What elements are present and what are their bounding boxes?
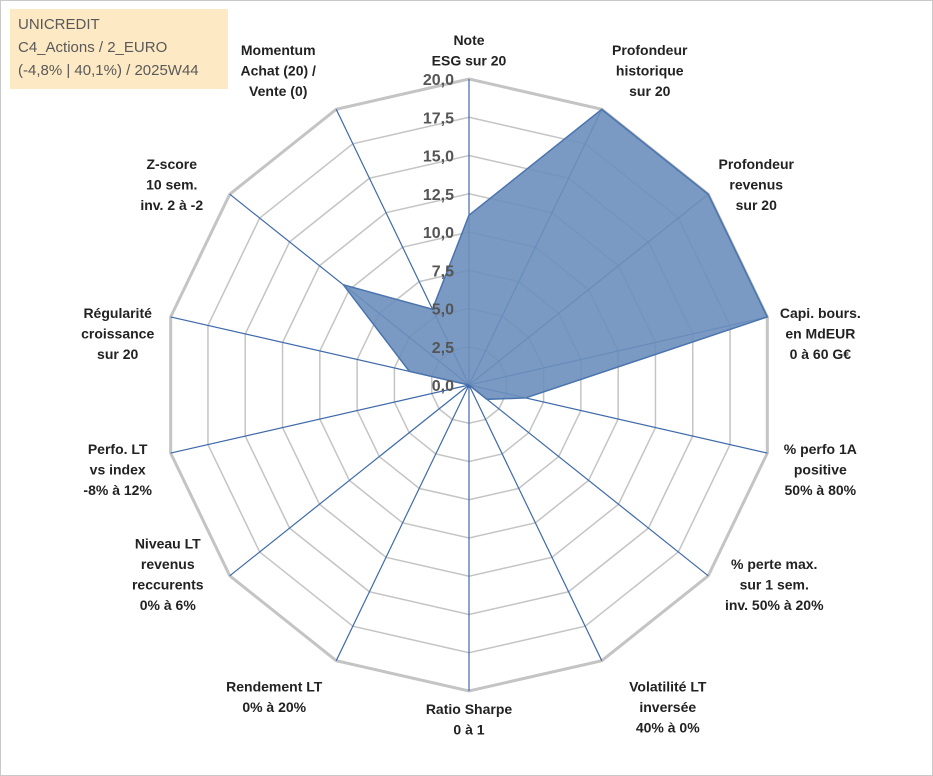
axis-label-line: 40% à 0% (636, 720, 700, 736)
axis-label-line: Profondeur (719, 156, 795, 172)
axis-label-line: 0 à 60 G€ (790, 346, 852, 362)
axis-label-line: Volatilité LT (629, 679, 707, 695)
axis-label-line: reccurents (132, 576, 204, 592)
axis-spoke (229, 384, 470, 577)
axis-spoke (468, 384, 709, 577)
axis-label: Z-score 10 sem. inv. 2 à -2 (140, 156, 203, 213)
tick-label: 5,0 (432, 302, 454, 319)
axis-label-line: Z-score (146, 156, 197, 172)
axis-label-line: revenus (141, 556, 195, 572)
tick-label: 20,0 (423, 72, 454, 89)
axis-label: Profondeur historique sur 20 (612, 42, 688, 99)
axis-label: Note ESG sur 20 (432, 32, 507, 69)
axis-label-line: 0 à 1 (453, 722, 484, 738)
axis-label-line: % perfo 1A (784, 441, 857, 457)
axis-label-line: Ratio Sharpe (426, 701, 513, 717)
axis-label: Niveau LT revenus reccurents 0% à 6% (132, 535, 204, 613)
axis-label: Momentum Achat (20) / Vente (0) (240, 42, 316, 99)
axis-label-line: 0% à 20% (242, 699, 306, 715)
label-layer: Note ESG sur 20 Profondeur historique sur 20… (81, 32, 861, 738)
axis-label-line: Perfo. LT (88, 441, 148, 457)
axis-label: Régularité croissance sur 20 (81, 305, 154, 362)
axis-label: Capi. bours. en MdEUR 0 à 60 G€ (780, 305, 861, 362)
axis-label-line: Niveau LT (135, 535, 201, 551)
series-layer (341, 108, 769, 401)
axis-label-line: Rendement LT (226, 679, 323, 695)
axis-spoke (170, 384, 470, 454)
category-label: C4_Actions / 2_EURO (18, 39, 168, 56)
axis-label-line: revenus (729, 177, 783, 193)
axis-label-line: inversée (639, 699, 696, 715)
tick-label: 2,5 (432, 340, 454, 357)
axis-label: Perfo. LT vs index -8% à 12% (83, 441, 152, 498)
axis-spoke (335, 384, 470, 661)
axis-label-line: sur 1 sem. (740, 576, 809, 592)
axis-label: Volatilité LT inversée 40% à 0% (629, 679, 707, 736)
axis-label: Profondeur revenus sur 20 (719, 156, 795, 213)
axis-label-line: inv. 2 à -2 (140, 197, 203, 213)
tick-label: 15,0 (423, 149, 454, 166)
axis-label-line: historique (616, 62, 684, 78)
axis-label-line: croissance (81, 325, 154, 341)
axis-label-line: sur 20 (736, 197, 777, 213)
axis-label-line: Note (453, 32, 484, 48)
axis-label-line: -8% à 12% (83, 482, 152, 498)
axis-label-line: ESG sur 20 (432, 53, 507, 69)
axis-label-line: Capi. bours. (780, 305, 861, 321)
axis-label-line: Profondeur (612, 42, 688, 58)
axis-label-line: 50% à 80% (785, 482, 857, 498)
axis-label-line: vs index (90, 462, 146, 478)
axis-label: Ratio Sharpe 0 à 1 (426, 701, 513, 738)
info-box: UNICREDIT C4_Actions / 2_EURO (-4,8% | 4… (10, 9, 228, 89)
axis-label-line: sur 20 (97, 346, 138, 362)
series-area (341, 108, 769, 401)
axis-label: % perte max. sur 1 sem. inv. 50% à 20% (725, 556, 824, 613)
tick-layer: 0,0 2,5 5,0 7,5 10,0 12,5 15,0 17,5 20,0 (423, 72, 454, 395)
performance-week-label: (-4,8% | 40,1%) / 2025W44 (18, 62, 199, 79)
axis-label-line: en MdEUR (785, 325, 855, 341)
tick-label: 7,5 (432, 263, 454, 280)
axis-label: Rendement LT 0% à 20% (226, 679, 323, 716)
axis-label-line: inv. 50% à 20% (725, 597, 824, 613)
axis-label-line: 10 sem. (146, 177, 197, 193)
axis-label-line: Régularité (83, 305, 152, 321)
axis-label-line: 0% à 6% (140, 597, 197, 613)
axis-label-line: Achat (20) / (240, 62, 316, 78)
company-name: UNICREDIT (18, 16, 100, 33)
tick-label: 10,0 (423, 225, 454, 242)
axis-label: % perfo 1A positive 50% à 80% (784, 441, 857, 498)
axis-label-line: sur 20 (629, 83, 670, 99)
axis-spoke (468, 384, 603, 661)
tick-label: 17,5 (423, 110, 454, 127)
axis-label-line: positive (794, 462, 847, 478)
axis-label-line: % perte max. (731, 556, 817, 572)
axis-label-line: Vente (0) (249, 83, 307, 99)
axis-label-line: Momentum (241, 42, 316, 58)
tick-label: 12,5 (423, 187, 454, 204)
tick-label: 0,0 (432, 378, 454, 395)
